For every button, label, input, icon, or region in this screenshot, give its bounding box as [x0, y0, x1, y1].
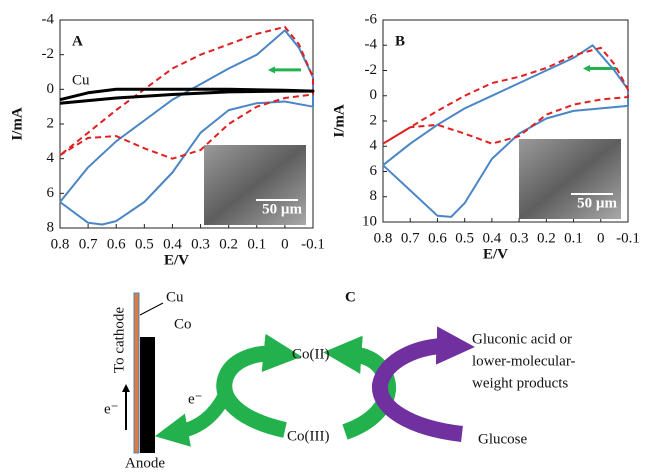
panel-label: A: [72, 33, 83, 49]
scale-label: 50 µm: [577, 195, 617, 211]
x-tick-label: 0.7: [401, 230, 420, 246]
y-tick-label: 2: [47, 115, 55, 131]
x-tick-label: 0: [281, 236, 289, 252]
cv-curve: [382, 46, 629, 145]
sem-inset: [204, 145, 306, 225]
product-label: Gluconic acid or: [472, 331, 572, 347]
x-axis-label: E/V: [483, 246, 508, 262]
x-tick-label: 0.1: [564, 230, 583, 246]
oxidation-arrow: [216, 333, 302, 438]
product-label: weight products: [472, 375, 568, 391]
y-tick-label: 8: [47, 219, 55, 235]
x-tick-label: 0: [597, 230, 605, 246]
cv-curve: [59, 25, 314, 160]
electron-label: e⁻: [104, 401, 119, 417]
co-label: Co: [174, 316, 192, 332]
scale-label: 50 µm: [262, 201, 302, 217]
y-tick-label: -6: [365, 11, 378, 27]
y-tick-label: 10: [362, 213, 377, 229]
x-tick-label: 0.2: [537, 230, 556, 246]
anode-label: Anode: [125, 455, 165, 471]
co-layer: [140, 337, 155, 453]
y-tick-label: -2: [365, 62, 378, 78]
co3-label: Co(III): [287, 428, 329, 444]
y-tick-label: 8: [370, 188, 378, 204]
electron-release-arrow: [154, 391, 232, 447]
x-tick-label: -0.1: [616, 230, 640, 246]
series-label: Cu: [72, 73, 90, 89]
y-tick-label: 0: [370, 87, 378, 103]
x-tick-label: 0.1: [247, 236, 266, 252]
x-tick-label: 0.6: [107, 236, 126, 252]
diagram: C Cu Co To cathode e⁻ Anode e⁻ Co(II) Co…: [104, 289, 576, 471]
x-tick-label: 0.3: [191, 236, 210, 252]
x-tick-label: 0.8: [374, 230, 393, 246]
x-axis-label: E/V: [164, 252, 189, 268]
x-tick-label: -0.1: [301, 236, 325, 252]
x-tick-label: 0.6: [428, 230, 447, 246]
y-tick-label: 6: [370, 163, 378, 179]
x-tick-label: 0.4: [163, 236, 182, 252]
product-label: lower-molecular-: [472, 353, 576, 369]
cu-label: Cu: [166, 289, 184, 305]
y-axis-label: I/mA: [331, 104, 347, 138]
y-tick-label: -2: [42, 46, 55, 62]
y-tick-label: -4: [365, 37, 378, 53]
x-tick-label: 0.7: [79, 236, 98, 252]
co2-label: Co(II): [292, 346, 330, 362]
x-tick-label: 0.8: [51, 236, 70, 252]
x-tick-label: 0.4: [483, 230, 502, 246]
sem-inset: [519, 139, 621, 219]
cu-pointer: [139, 302, 164, 316]
y-tick-label: 2: [370, 112, 378, 128]
cu-layer: [133, 292, 140, 454]
cv-curve: [59, 87, 315, 105]
electron-label: e⁻: [188, 391, 203, 407]
x-tick-label: 0.2: [219, 236, 238, 252]
panel-label: B: [395, 33, 405, 49]
y-tick-label: 0: [47, 81, 55, 97]
x-tick-label: 0.5: [135, 236, 154, 252]
glucose-label: Glucose: [478, 431, 527, 447]
y-tick-label: 6: [47, 185, 55, 201]
glucose-arrow: [372, 326, 475, 442]
x-tick-label: 0.3: [510, 230, 529, 246]
x-tick-label: 0.5: [455, 230, 474, 246]
y-tick-label: -4: [42, 11, 55, 27]
to-cathode-label: To cathode: [111, 307, 127, 373]
y-tick-label: 4: [47, 150, 55, 166]
panel-label: C: [345, 289, 356, 305]
y-axis-label: I/mA: [9, 107, 25, 141]
y-tick-label: 4: [370, 138, 378, 154]
